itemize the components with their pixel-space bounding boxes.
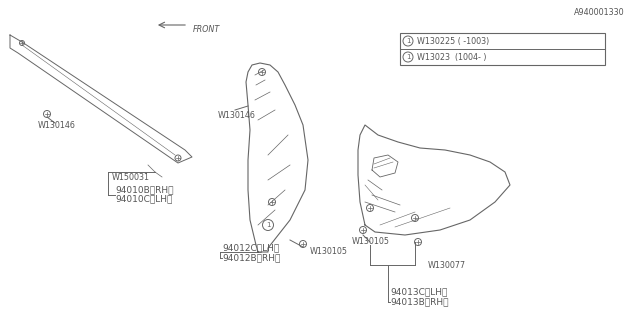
Text: A940001330: A940001330	[574, 8, 625, 17]
Text: 1: 1	[406, 38, 410, 44]
Text: 1: 1	[406, 54, 410, 60]
Text: 1: 1	[266, 222, 270, 228]
Text: 94012C〈LH〉: 94012C〈LH〉	[222, 244, 279, 252]
Text: 94012B〈RH〉: 94012B〈RH〉	[222, 253, 280, 262]
Text: 94013B〈RH〉: 94013B〈RH〉	[390, 298, 449, 307]
Text: W130146: W130146	[38, 121, 76, 130]
Bar	[400, 33, 605, 65]
Text: W13023  (1004- ): W13023 (1004- )	[417, 52, 486, 61]
Text: 94013C〈LH〉: 94013C〈LH〉	[390, 287, 447, 297]
Text: W130105: W130105	[310, 247, 348, 257]
Text: 94010C〈LH〉: 94010C〈LH〉	[115, 195, 172, 204]
Text: W130105: W130105	[352, 237, 390, 246]
Text: W130146: W130146	[218, 110, 256, 119]
Text: W130077: W130077	[428, 260, 466, 269]
Text: 94010B〈RH〉: 94010B〈RH〉	[115, 186, 173, 195]
Text: FRONT: FRONT	[193, 25, 220, 34]
Text: W130225 ( -1003): W130225 ( -1003)	[417, 36, 489, 45]
Text: W150031: W150031	[112, 172, 150, 181]
